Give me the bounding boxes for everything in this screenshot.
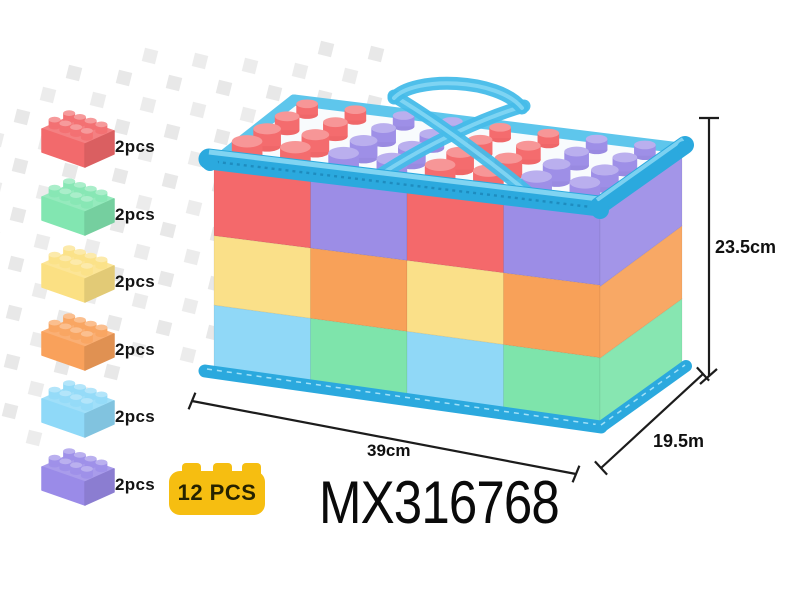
quantity-label: 2pcs — [115, 474, 155, 494]
quantity-label: 2pcs — [115, 407, 155, 426]
parts-list-item-orange-brick: 2pcs — [34, 290, 214, 372]
quantity-label: 2pcs — [115, 204, 155, 224]
block-yellow — [213, 235, 311, 319]
width-dimension-label: 39cm — [367, 441, 411, 460]
piece-count-badge: 12 PCS — [169, 455, 265, 517]
brick-icon — [41, 110, 115, 168]
brick-icon — [41, 245, 115, 303]
height-dimension-label: 23.5cm — [715, 237, 777, 257]
bag-front-face — [213, 165, 601, 431]
parts-list-item-yellow-brick: 2pcs — [34, 222, 214, 304]
storage-bag — [198, 76, 694, 434]
depth-dimension-label: 19.5m — [653, 431, 705, 451]
product-code: MX316768 — [319, 469, 560, 536]
parts-list-item-blue-brick: 2pcs — [34, 357, 214, 439]
quantity-label: 2pcs — [115, 339, 155, 359]
quantity-label: 2pcs — [115, 137, 155, 156]
block-yellow — [406, 259, 504, 346]
bag-side-face — [599, 151, 683, 431]
brick-icon — [41, 312, 115, 371]
block-orange — [503, 272, 601, 359]
bag-bottom-trim — [198, 360, 692, 434]
piece-count-label: 12 PCS — [169, 471, 265, 515]
brick-icon — [41, 447, 115, 506]
dimension-line-height — [699, 116, 719, 385]
block-orange — [310, 247, 408, 333]
dimension-line-width — [187, 392, 581, 483]
parts-list-item-green-brick: 2pcs — [34, 155, 214, 237]
bag-top-trim — [198, 136, 694, 219]
brick-icon — [41, 380, 115, 438]
parts-list-item-purple-brick: 2pcs — [34, 425, 214, 507]
brick-icon — [41, 177, 115, 236]
parts-list-item-red-brick: 2pcs — [34, 87, 214, 169]
quantity-label: 2pcs — [115, 272, 155, 291]
